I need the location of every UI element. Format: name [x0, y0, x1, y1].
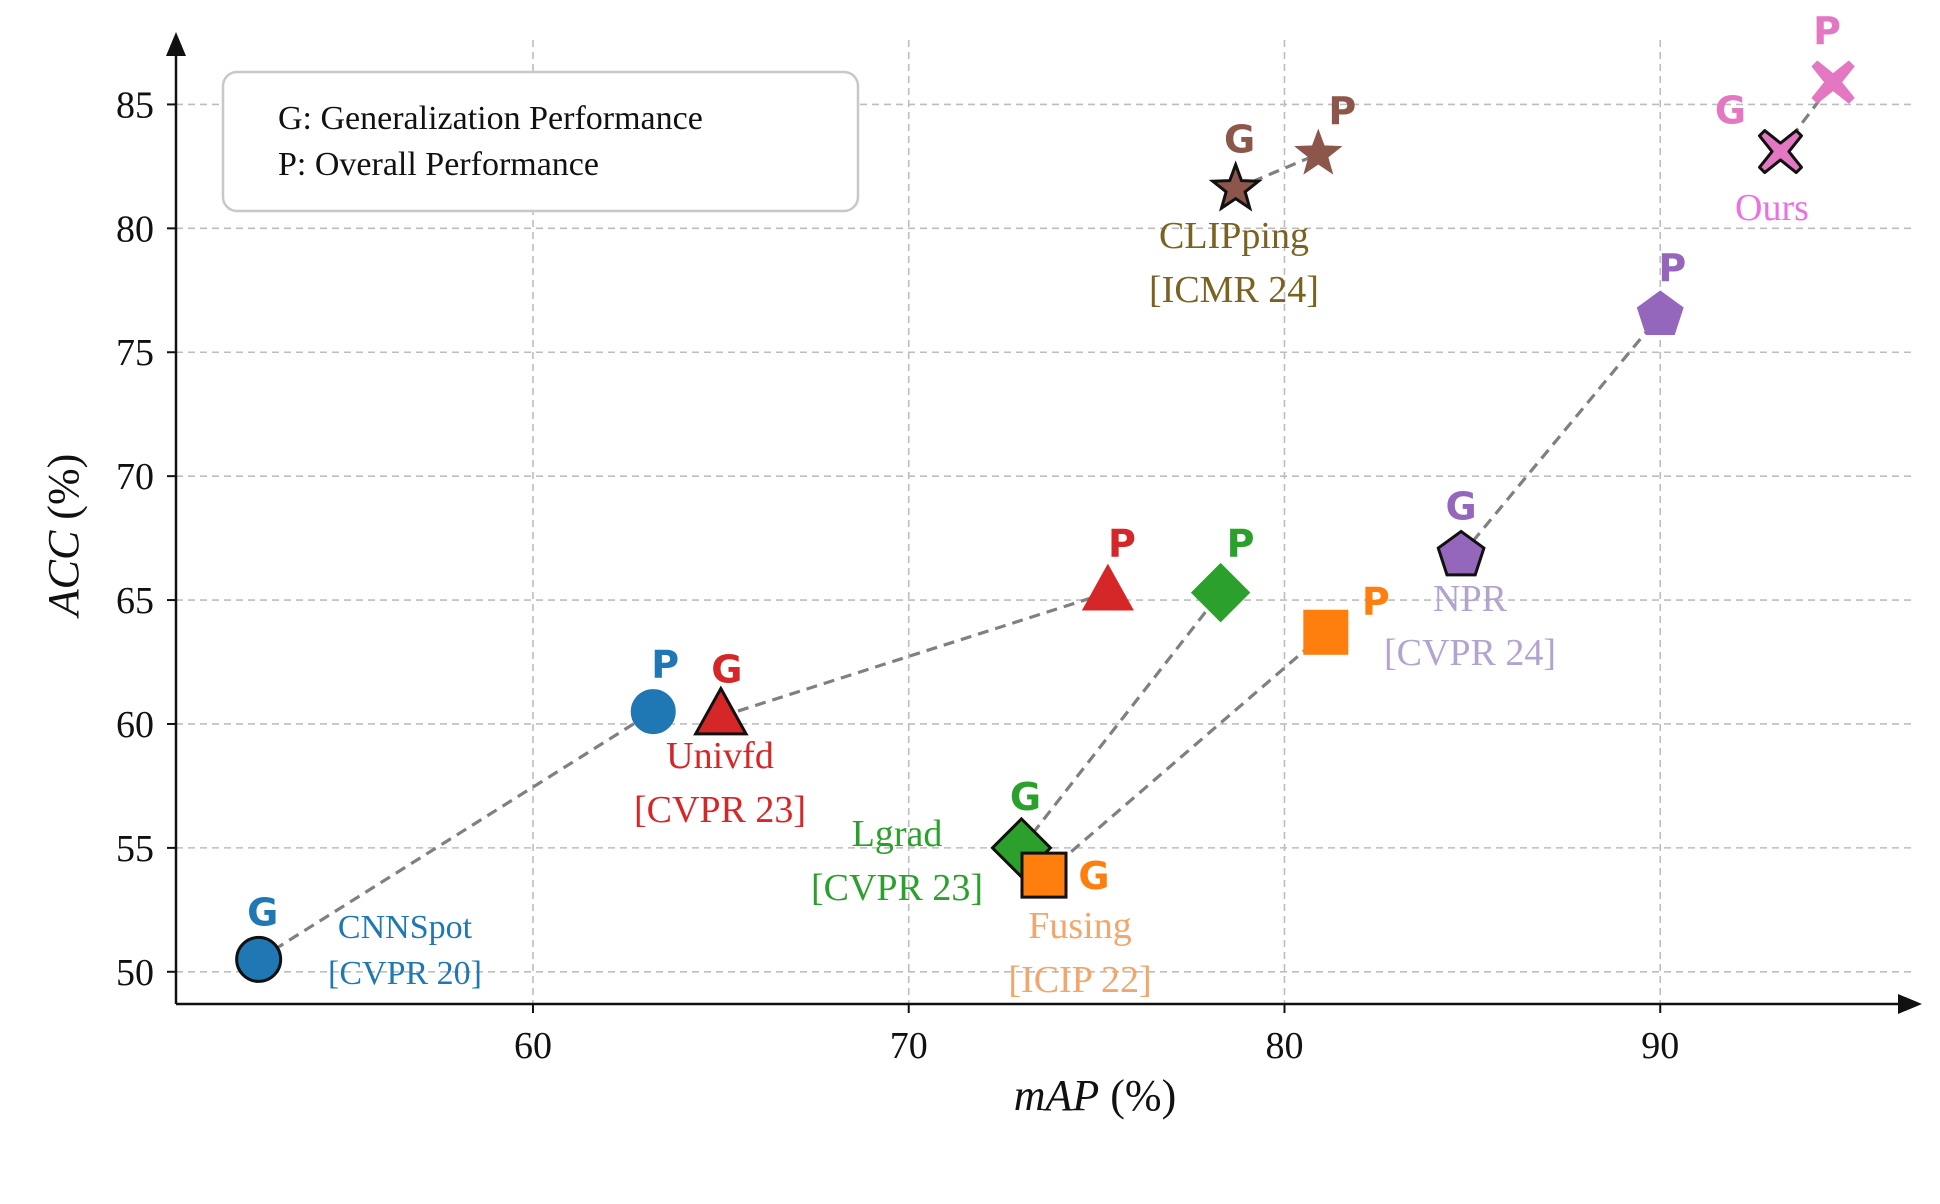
y-tick-label: 75 — [116, 332, 154, 374]
method-name-npr: NPR — [1433, 578, 1508, 620]
connector-line-cnnspot — [257, 710, 655, 961]
badge-ours-g: G — [1715, 89, 1746, 133]
x-tick-label: 70 — [890, 1025, 928, 1067]
badge-cnnspot-g: G — [247, 890, 278, 934]
connector-lines — [257, 81, 1835, 961]
marker-npr-p — [1636, 290, 1684, 335]
badge-npr-g: G — [1445, 484, 1476, 528]
legend: G: Generalization Performance P: Overall… — [221, 70, 860, 213]
connector-line-npr — [1459, 314, 1662, 557]
connector-line-lgrad — [1020, 591, 1222, 849]
method-venue-clipping: [ICMR 24] — [1149, 269, 1319, 311]
y-tick-label: 70 — [116, 456, 154, 498]
marker-univfd-p — [1081, 563, 1134, 611]
x-axis-label-unit: (%) — [1099, 1071, 1176, 1120]
connector-line-univfd — [720, 591, 1109, 719]
connector-line-clipping — [1235, 152, 1319, 191]
badge-fusing-g: G — [1078, 854, 1109, 898]
method-venue-univfd: [CVPR 23] — [634, 789, 806, 831]
markers — [235, 60, 1855, 983]
connector-line-fusing — [1042, 631, 1327, 877]
y-tick-label: 50 — [116, 952, 154, 994]
x-axis-label: mAP (%) — [1014, 1071, 1177, 1120]
marker-npr-g — [1436, 529, 1486, 577]
y-tick-label: 60 — [116, 704, 154, 746]
badge-univfd-p: P — [1108, 522, 1136, 566]
legend-entry-p: P: Overall Performance — [278, 146, 599, 183]
method-name-lgrad: Lgrad — [852, 813, 943, 855]
axes: 60 70 80 90 50 55 60 65 70 75 80 85 — [116, 32, 1922, 1067]
badge-npr-p: P — [1658, 246, 1686, 290]
marker-clipping-p — [1294, 128, 1343, 175]
marker-univfd-g — [693, 685, 749, 736]
y-tick-label: 85 — [116, 84, 154, 126]
method-name-ours: Ours — [1735, 187, 1809, 229]
method-name-univfd: Univfd — [666, 735, 774, 777]
legend-entry-g: G: Generalization Performance — [278, 100, 703, 137]
x-axis-arrow-icon — [1898, 994, 1922, 1014]
marker-ours-g — [1757, 129, 1803, 175]
method-venue-fusing: [ICIP 22] — [1008, 959, 1151, 1001]
badge-ours-p: P — [1813, 9, 1841, 53]
y-axis-arrow-icon — [166, 32, 186, 56]
y-tick-label: 55 — [116, 828, 154, 870]
method-venue-lgrad: [CVPR 23] — [811, 867, 983, 909]
badge-fusing-p: P — [1362, 579, 1390, 623]
marker-lgrad-p — [1190, 562, 1251, 623]
badge-univfd-g: G — [711, 648, 742, 692]
x-axis-label-main: mAP — [1014, 1071, 1100, 1120]
y-tick-label: 65 — [116, 580, 154, 622]
marker-ours-p — [1811, 60, 1855, 104]
badge-lgrad-p: P — [1227, 522, 1255, 566]
legend-box — [221, 70, 860, 213]
method-name-clipping: CLIPping — [1159, 215, 1309, 257]
x-tick-label: 80 — [1265, 1025, 1303, 1067]
y-axis-label: ACC (%) — [39, 454, 88, 620]
x-tick-label: 60 — [514, 1025, 552, 1067]
marker-cnnspot-g — [235, 935, 283, 983]
marker-cnnspot-p — [630, 689, 676, 735]
method-name-cnnspot: CNNSpot — [338, 909, 473, 946]
marker-clipping-g — [1208, 160, 1263, 212]
y-tick-label: 80 — [116, 208, 154, 250]
badge-lgrad-g: G — [1010, 775, 1041, 819]
marker-fusing-p — [1303, 609, 1349, 655]
method-venue-npr: [CVPR 24] — [1384, 632, 1556, 674]
marker-fusing-g — [1020, 851, 1068, 899]
y-axis-label-unit: (%) — [39, 454, 88, 531]
y-axis-label-main: ACC — [39, 530, 88, 619]
method-name-fusing: Fusing — [1028, 905, 1131, 947]
method-venue-cnnspot: [CVPR 20] — [328, 955, 482, 992]
badge-cnnspot-p: P — [651, 643, 679, 687]
x-tick-label: 90 — [1641, 1025, 1679, 1067]
badge-clipping-p: P — [1328, 89, 1356, 133]
badge-clipping-g: G — [1224, 118, 1255, 162]
